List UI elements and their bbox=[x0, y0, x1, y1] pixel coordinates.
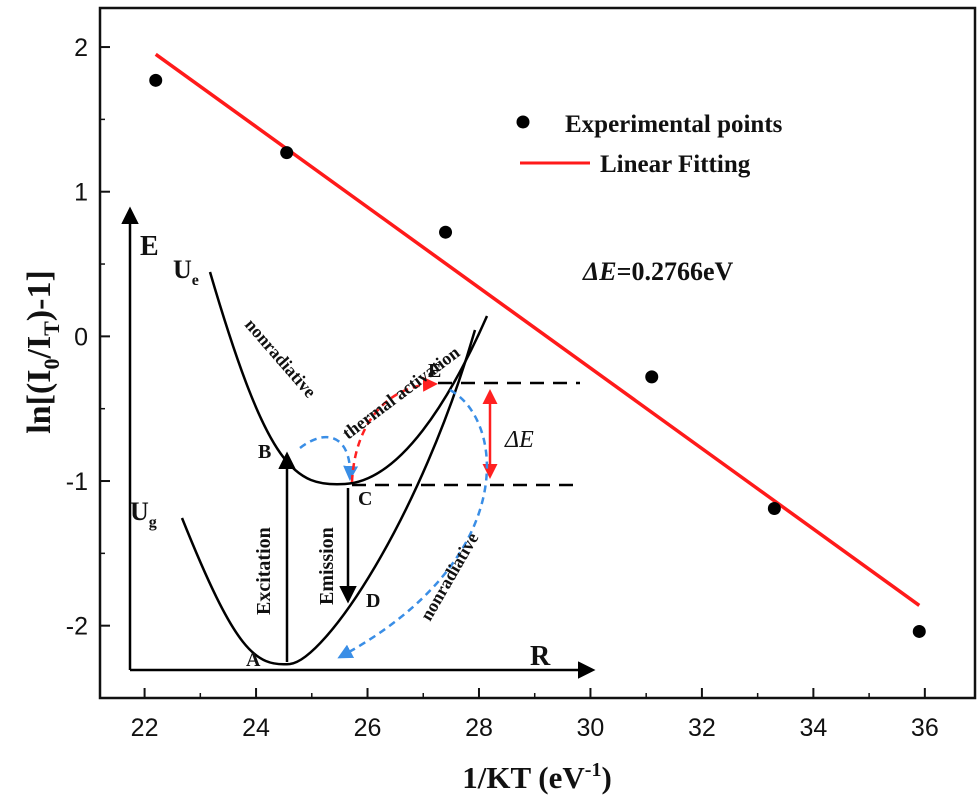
y-tick-label: 1 bbox=[74, 179, 88, 207]
y-tick-label: -2 bbox=[66, 613, 88, 641]
nonradiative-upper-label: nonradiative bbox=[241, 315, 320, 402]
nonradiative-lower-label: nonradiative bbox=[416, 529, 482, 624]
y-axis: 2 1 0 -1 -2 bbox=[66, 34, 110, 641]
upper-curve-label: Ue bbox=[173, 255, 199, 289]
ground-state-curve bbox=[180, 329, 477, 666]
excited-state-curve bbox=[208, 271, 489, 486]
x-tick-label: 26 bbox=[354, 714, 382, 742]
x-axis-title: 1/KT (eV-1) bbox=[462, 759, 612, 795]
y-tick-label: 2 bbox=[74, 34, 88, 62]
emission-label: Emission bbox=[316, 527, 338, 605]
point-c-label: C bbox=[358, 488, 372, 510]
x-tick-label: 34 bbox=[799, 714, 827, 742]
data-point bbox=[280, 146, 294, 160]
legend-label-fit: Linear Fitting bbox=[600, 151, 751, 178]
plot-frame bbox=[98, 6, 977, 700]
y-axis-title: ln[(I0/IT)-1] bbox=[21, 270, 64, 434]
data-point bbox=[439, 225, 453, 239]
nonradiative-arrow-upper bbox=[299, 436, 359, 481]
fit-line bbox=[154, 52, 921, 607]
point-b-label: B bbox=[258, 441, 271, 463]
fit-layer bbox=[154, 52, 921, 607]
point-d-label: D bbox=[366, 590, 380, 612]
point-a-label: A bbox=[246, 649, 261, 671]
x-tick-label: 36 bbox=[911, 714, 939, 742]
excitation-label: Excitation bbox=[253, 527, 275, 615]
x-axis-title-exp: -1 bbox=[585, 759, 602, 781]
x-tick-label: 30 bbox=[577, 714, 605, 742]
x-tick-label: 22 bbox=[131, 714, 159, 742]
data-point bbox=[767, 502, 781, 516]
inset-diagram: E R Ue Ug ΔE Excitation Emission nonradi… bbox=[121, 206, 596, 679]
x-tick-label: 24 bbox=[242, 714, 270, 742]
legend: Experimental points Linear Fitting bbox=[516, 111, 783, 178]
lower-curve-label: Ug bbox=[130, 497, 157, 531]
delta-e-annotation: ΔE=0.2766eV bbox=[582, 257, 734, 286]
inset-energy-label: E bbox=[140, 231, 159, 262]
x-tick-label: 32 bbox=[688, 714, 716, 742]
nonradiative-arrow-lower bbox=[337, 388, 489, 659]
inset-delta-e-label: ΔE bbox=[504, 427, 534, 453]
point-e-label: E bbox=[428, 360, 441, 382]
thermal-activation-arrow bbox=[350, 376, 438, 483]
x-tick-label: 28 bbox=[465, 714, 493, 742]
x-axis-title-main: 1/KT (eV bbox=[462, 760, 585, 795]
points-layer bbox=[149, 73, 926, 638]
x-axis: 22 24 26 28 30 32 34 36 bbox=[131, 688, 939, 742]
thermal-activation-label: thermal activation bbox=[338, 342, 463, 443]
y-tick-label: 0 bbox=[74, 323, 88, 351]
legend-marker-points bbox=[516, 115, 530, 129]
inset-coordinate-label: R bbox=[530, 641, 551, 672]
legend-label-points: Experimental points bbox=[565, 111, 783, 138]
data-point bbox=[645, 370, 659, 384]
data-point bbox=[912, 624, 926, 638]
data-point bbox=[149, 73, 163, 87]
y-tick-label: -1 bbox=[66, 468, 88, 496]
